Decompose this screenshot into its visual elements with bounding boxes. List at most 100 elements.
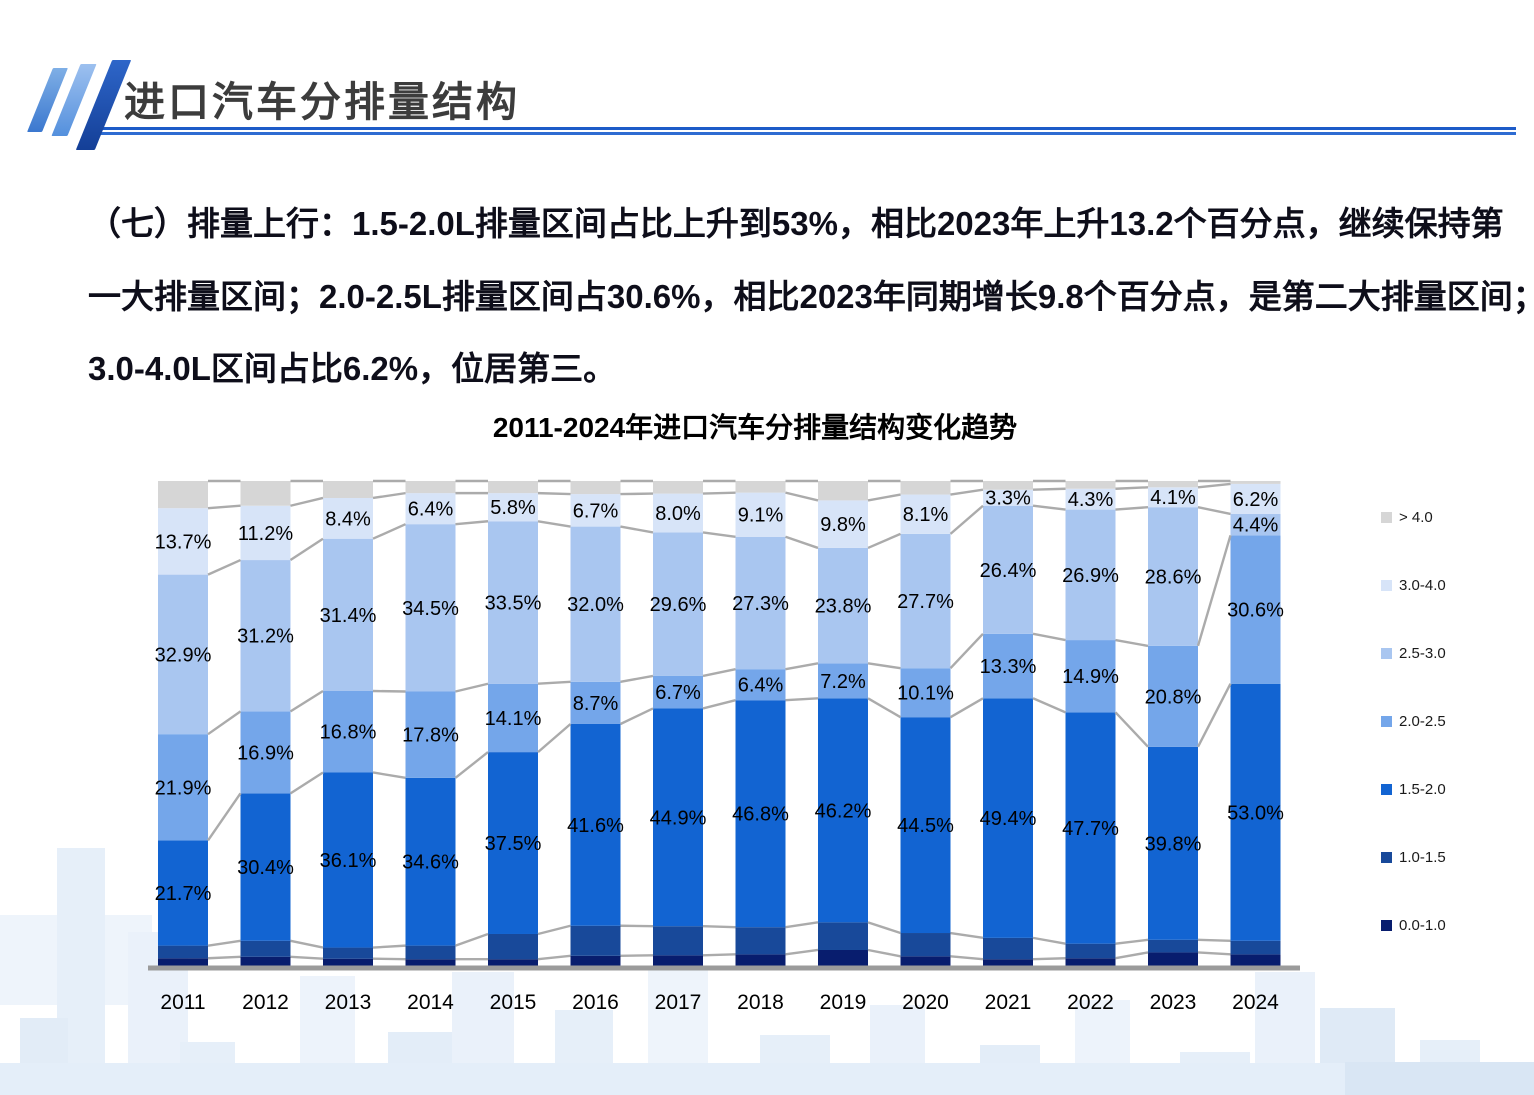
data-label-1.5-2.0-2024: 53.0%	[1227, 802, 1284, 824]
data-label-2.0-2.5-2017: 6.7%	[655, 682, 701, 704]
bar-segment-1.5-2.0-2024	[1230, 683, 1281, 941]
bar-segment-0.0-1.0-2022	[1065, 958, 1116, 966]
series-connector-line	[1032, 504, 1066, 511]
legend-swatch	[1381, 784, 1392, 795]
series-connector-line	[950, 488, 984, 496]
bar-segment-2.0-2.5-2019	[818, 663, 868, 699]
bar-segment-3.0-4.0-2021	[983, 489, 1033, 506]
bar-segment-2.5-3.0-2023	[1148, 507, 1198, 646]
bar-segment->4.0-2012	[240, 481, 291, 506]
legend-label: 3.0-4.0	[1399, 577, 1446, 594]
series-connector-line	[289, 537, 324, 562]
data-label-1.5-2.0-2015: 37.5%	[485, 833, 542, 855]
legend-item-1.0-1.5: 1.0-1.5	[1381, 849, 1446, 866]
data-label-2.0-2.5-2016: 8.7%	[573, 693, 619, 715]
legend-swatch	[1381, 852, 1392, 863]
series-connector-line	[785, 697, 819, 702]
series-connector-line	[867, 493, 901, 502]
series-connector-line	[1115, 505, 1149, 511]
series-connector-line	[1196, 683, 1232, 748]
series-connector-line	[1032, 957, 1066, 961]
bar-segment-3.0-4.0-2013	[323, 497, 373, 539]
legend-label: 2.5-3.0	[1399, 645, 1446, 662]
series-connector-line	[455, 932, 489, 947]
series-connector-line	[207, 955, 241, 960]
series-connector-line	[949, 632, 984, 670]
bar-segment->4.0-2020	[900, 481, 951, 495]
legend-swatch	[1381, 580, 1392, 591]
bar-segment-1.0-1.5-2011	[158, 945, 208, 959]
bar-segment-3.0-4.0-2024	[1230, 483, 1281, 514]
legend-label: 1.5-2.0	[1399, 781, 1446, 798]
bar-segment-1.5-2.0-2023	[1148, 746, 1198, 940]
bar-segment->4.0-2011	[158, 481, 208, 509]
x-axis-label-2023: 2023	[1150, 991, 1197, 1014]
x-axis-label-2019: 2019	[820, 991, 867, 1014]
bar-segment-2.0-2.5-2017	[653, 675, 703, 709]
data-label-1.5-2.0-2023: 39.8%	[1145, 833, 1202, 855]
series-connector-line	[455, 520, 489, 526]
bar-segment-1.0-1.5-2019	[818, 922, 868, 950]
bar-segment-3.0-4.0-2023	[1148, 487, 1198, 508]
bar-segment-0.0-1.0-2014	[405, 959, 456, 966]
x-axis-label-2017: 2017	[655, 991, 702, 1014]
bar-segment-1.5-2.0-2013	[323, 772, 373, 948]
bar-segment-0.0-1.0-2016	[570, 955, 621, 966]
legend-label: 1.0-1.5	[1399, 849, 1446, 866]
bar-segment-3.0-4.0-2022	[1065, 488, 1116, 510]
x-axis-label-2020: 2020	[902, 991, 949, 1014]
bar-segment-0.0-1.0-2023	[1148, 952, 1198, 966]
watermark-block	[1345, 1062, 1534, 1095]
bar-segment-0.0-1.0-2015	[488, 959, 538, 966]
bar-segment->4.0-2013	[323, 481, 373, 498]
bar-segment-1.5-2.0-2014	[405, 777, 456, 946]
data-label-2.5-3.0-2014: 34.5%	[402, 598, 459, 620]
bar-segment-2.5-3.0-2012	[240, 560, 291, 712]
series-connector-line	[702, 531, 736, 538]
series-connector-line	[537, 954, 571, 961]
bar-segment-2.0-2.5-2011	[158, 734, 208, 841]
data-label-2.0-2.5-2015: 14.1%	[485, 708, 542, 730]
series-connector-line	[207, 939, 241, 947]
bar-segment-1.0-1.5-2020	[900, 933, 951, 957]
bar-segment-0.0-1.0-2021	[983, 959, 1033, 966]
bar-segment-2.5-3.0-2017	[653, 532, 703, 676]
series-connector-line	[537, 520, 571, 528]
bar-segment-2.0-2.5-2023	[1148, 645, 1198, 747]
bar-segment-2.5-3.0-2016	[570, 526, 621, 682]
bar-segment-0.0-1.0-2024	[1230, 954, 1281, 966]
x-axis-label-2022: 2022	[1067, 991, 1114, 1014]
bar-segment-2.0-2.5-2021	[983, 633, 1033, 699]
x-axis-label-2021: 2021	[985, 991, 1032, 1014]
series-connector-line	[207, 558, 241, 576]
series-connector-line	[702, 925, 736, 929]
series-connector-line	[1115, 638, 1149, 648]
header-divider-shadow	[96, 132, 1516, 135]
series-connector-line	[867, 697, 902, 719]
series-connector-line	[785, 948, 819, 956]
series-connector-line	[372, 771, 406, 780]
data-label-2.0-2.5-2019: 7.2%	[820, 671, 866, 693]
bar-segment-1.5-2.0-2017	[653, 708, 703, 927]
series-connector-line	[620, 674, 654, 683]
series-connector-line	[785, 491, 819, 502]
data-label-3.0-4.0-2013: 8.4%	[325, 508, 371, 530]
series-connector-line	[785, 535, 819, 550]
bar-segment-2.5-3.0-2020	[900, 533, 951, 669]
series-connector-line	[702, 491, 736, 495]
data-label-2.5-3.0-2013: 31.4%	[320, 605, 377, 627]
bar-segment-1.5-2.0-2018	[735, 700, 786, 928]
bar-segment->4.0-2014	[405, 481, 456, 494]
series-connector-line	[1032, 936, 1066, 945]
header-divider	[96, 127, 1516, 130]
x-axis-label-2015: 2015	[490, 991, 537, 1014]
data-label-1.5-2.0-2022: 47.7%	[1062, 818, 1119, 840]
data-label-3.0-4.0-2012: 11.2%	[238, 523, 293, 545]
legend-item-2.0-2.5: 2.0-2.5	[1381, 713, 1446, 730]
bar-segment-3.0-4.0-2011	[158, 508, 208, 575]
bar-segment-0.0-1.0-2017	[653, 955, 703, 966]
series-connector-line	[290, 939, 324, 949]
x-axis-label-2024: 2024	[1232, 991, 1279, 1014]
bar-segment-3.0-4.0-2012	[240, 505, 291, 561]
